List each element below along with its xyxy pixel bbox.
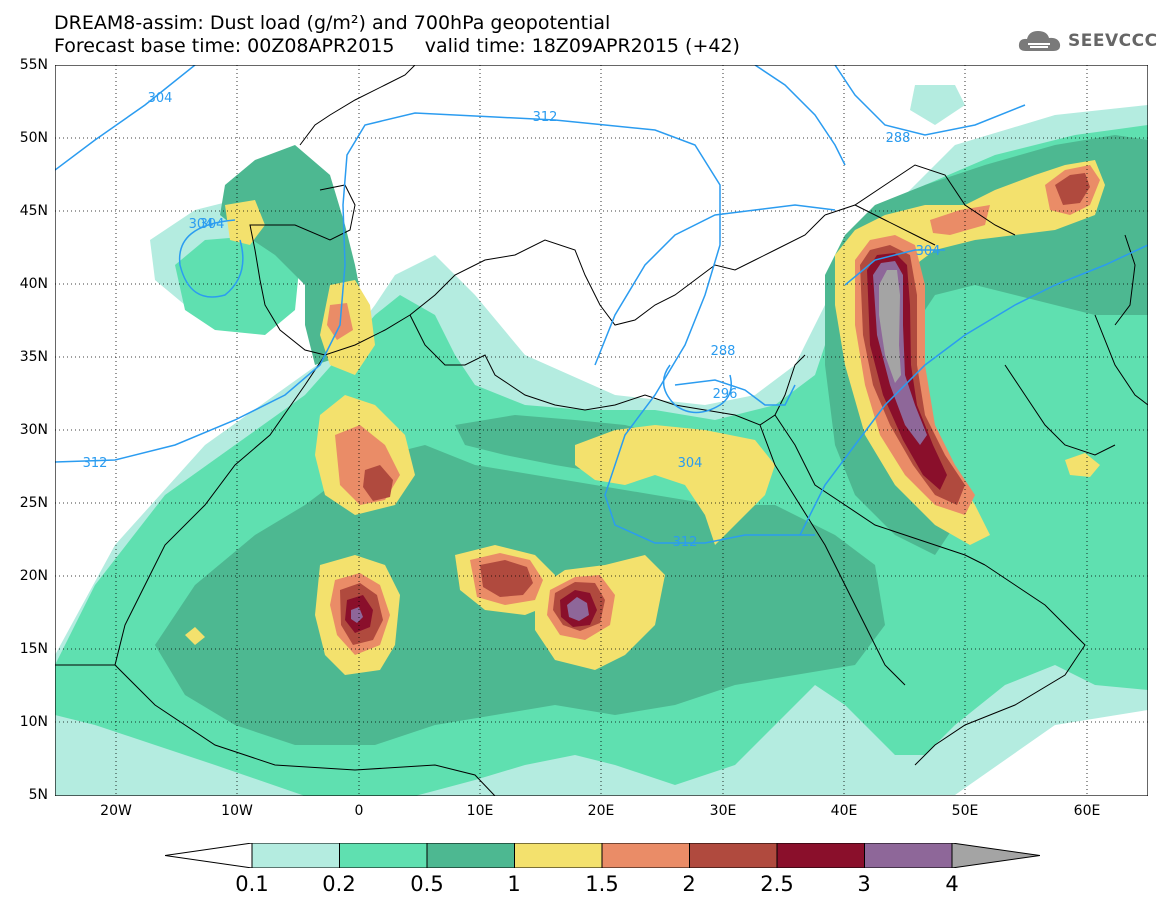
colorbar-swatch-1 — [514, 843, 603, 868]
lat-tick-label: 20N — [19, 568, 48, 584]
lat-tick-label: 25N — [19, 495, 48, 511]
colorbar-label: 2 — [682, 872, 696, 896]
contour-label: 304 — [200, 217, 225, 232]
colorbar-swatch-0-5 — [426, 843, 515, 868]
colorbar-swatch-0-1 — [251, 843, 340, 868]
dust-load-map: 304 304 312 312 304 288 296 304 312 288 … — [55, 65, 1148, 796]
contour-label: 296 — [713, 387, 738, 402]
colorbar-label: 3 — [857, 872, 871, 896]
colorbar-label: 0.2 — [322, 872, 356, 896]
colorbar-swatch-2 — [689, 843, 778, 868]
colorbar — [165, 843, 1040, 868]
lon-tick-label: 10W — [221, 803, 253, 819]
seevccc-logo: SEEVCCC — [1016, 26, 1158, 56]
contour-label: 288 — [711, 344, 736, 359]
colorbar-label: 1.5 — [585, 872, 619, 896]
coastlines — [55, 65, 1148, 796]
contour-labels: 304 304 312 312 304 288 296 304 312 288 … — [83, 91, 941, 550]
colorbar-swatch-2-5 — [776, 843, 865, 868]
lon-tick-label: 0 — [354, 803, 364, 819]
lat-tick-label: 40N — [19, 276, 48, 292]
contour-label: 304 — [678, 456, 703, 471]
cloud-logo-icon — [1018, 31, 1061, 51]
lat-tick-label: 55N — [19, 57, 48, 73]
geopotential-contours — [55, 65, 1148, 544]
lon-tick-label: 60E — [1073, 803, 1101, 819]
colorbar-high-arrow — [951, 843, 1040, 868]
colorbar-low-arrow — [165, 843, 253, 868]
colorbar-label: 0.1 — [235, 872, 269, 896]
dust-level-4 — [879, 270, 901, 383]
lon-tick-label: 10E — [466, 803, 494, 819]
logo-text: SEEVCCC — [1068, 31, 1158, 51]
contour-label: 304 — [148, 91, 173, 106]
contour-label: 312 — [83, 456, 108, 471]
lon-tick-label: 40E — [830, 803, 858, 819]
lat-tick-label: 5N — [28, 787, 48, 803]
lon-tick-label: 50E — [951, 803, 979, 819]
contour-label: 304 — [916, 244, 941, 259]
contour-label: 304 — [189, 217, 214, 232]
lat-tick-label: 45N — [19, 203, 48, 219]
colorbar-swatch-0-2 — [339, 843, 428, 868]
contour-label: 312 — [533, 110, 558, 125]
colorbar-label: 1 — [507, 872, 521, 896]
contour-label: 312 — [673, 535, 698, 550]
lon-tick-label: 30E — [709, 803, 737, 819]
colorbar-swatch-3 — [864, 843, 953, 868]
lon-tick-label: 20E — [587, 803, 615, 819]
forecast-base-time: Forecast base time: 00Z08APR2015 — [54, 35, 395, 57]
colorbar-label: 0.5 — [410, 872, 444, 896]
colorbar-label: 4 — [945, 872, 959, 896]
lat-tick-label: 35N — [19, 349, 48, 365]
lat-tick-label: 30N — [19, 422, 48, 438]
lon-tick-label: 20W — [100, 803, 132, 819]
lat-tick-label: 15N — [19, 641, 48, 657]
lat-tick-label: 10N — [19, 714, 48, 730]
lat-tick-label: 50N — [19, 130, 48, 146]
contour-label: 288 — [886, 131, 911, 146]
map-subtitle: Forecast base time: 00Z08APR2015 valid t… — [54, 36, 740, 56]
map-title: DREAM8-assim: Dust load (g/m²) and 700hP… — [54, 12, 611, 34]
colorbar-label: 2.5 — [760, 872, 794, 896]
colorbar-swatch-1-5 — [601, 843, 690, 868]
valid-time: valid time: 18Z09APR2015 (+42) — [424, 35, 740, 57]
